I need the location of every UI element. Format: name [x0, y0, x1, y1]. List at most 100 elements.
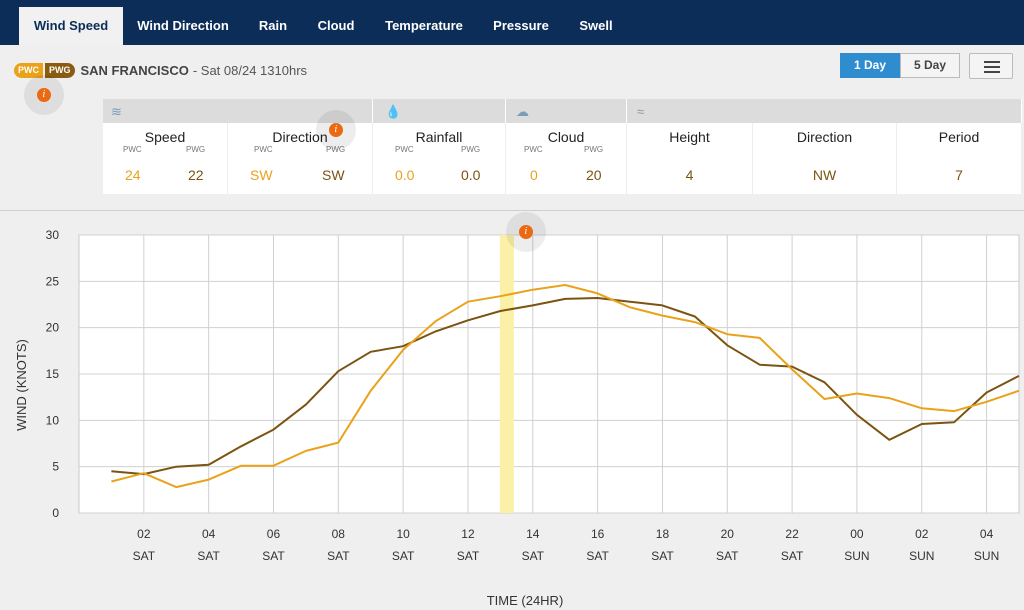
x-tick-day: SAT — [651, 549, 674, 563]
pwg-badge: PWG — [45, 62, 75, 78]
tab-temperature[interactable]: Temperature — [385, 18, 463, 33]
x-tick-hour: 10 — [396, 527, 410, 541]
info-icon[interactable]: i — [24, 75, 64, 115]
tab-cloud[interactable]: Cloud — [317, 18, 355, 33]
direction-sub-pwg: PWG — [326, 145, 346, 154]
x-axis-label: TIME (24HR) — [487, 593, 564, 608]
swell-direction-title: Direction — [796, 129, 853, 145]
wind-icon: ≋ — [111, 104, 122, 119]
y-axis-label: WIND (KNOTS) — [14, 339, 29, 431]
direction-title: Direction — [272, 129, 328, 145]
cloud-header: ☁ — [506, 99, 627, 123]
x-tick-hour: 14 — [526, 527, 540, 541]
speed-sub-pwc: PWC — [123, 145, 142, 154]
section-divider — [0, 210, 1024, 211]
wind-speed-chart: 0 5 10 15 20 25 30 02 SAT 04 SAT 06 SAT 08 SAT 10 SAT 12… — [14, 228, 1020, 608]
swell-header: ≈ — [627, 99, 1022, 123]
speed-pwc-value: 24 — [125, 167, 141, 183]
x-tick-hour: 06 — [267, 527, 281, 541]
summary-panel: ≋ 💧 ☁ ≈ Speed PWC PWG 24 22 Direction PW… — [103, 99, 1022, 196]
x-tick-day: SAT — [133, 549, 156, 563]
location-name: SAN FRANCISCO — [80, 62, 189, 78]
x-tick-day: SUN — [844, 549, 869, 563]
chart-info-icon[interactable]: i — [506, 212, 546, 252]
period-title: Period — [938, 129, 980, 145]
y-tick-label: 15 — [46, 367, 60, 381]
x-tick-day: SAT — [197, 549, 220, 563]
cloud-sub-pwg: PWG — [584, 145, 604, 154]
speed-title: Speed — [144, 129, 186, 145]
range-toggle: 1 Day 5 Day — [840, 53, 960, 78]
tab-wind-direction[interactable]: Wind Direction — [137, 18, 229, 33]
rainfall-sub-pwc: PWC — [395, 145, 414, 154]
x-tick-day: SAT — [327, 549, 350, 563]
period-value: 7 — [955, 167, 963, 183]
period-cell: Period 7 — [897, 123, 1022, 194]
x-tick-day: SAT — [781, 549, 804, 563]
rainfall-cell: Rainfall PWC PWG 0.0 0.0 — [373, 123, 506, 194]
x-axis-ticks: 02 SAT 04 SAT 06 SAT 08 SAT 10 SAT 12 SAT 14 SAT 16 SAT… — [133, 527, 1000, 563]
series-line-pwg — [111, 297, 1020, 476]
x-tick-day: SAT — [522, 549, 545, 563]
rainfall-pwg-value: 0.0 — [461, 167, 481, 183]
x-tick-day: SAT — [457, 549, 480, 563]
y-tick-label: 5 — [52, 460, 59, 474]
x-tick-day: SAT — [586, 549, 609, 563]
rainfall-title: Rainfall — [415, 129, 463, 145]
cloud-cell: Cloud PWC PWG 0 20 — [506, 123, 627, 194]
tab-rain[interactable]: Rain — [258, 18, 288, 33]
rain-header: 💧 — [373, 99, 506, 123]
rainfall-pwc-value: 0.0 — [395, 167, 415, 183]
wave-icon: ≈ — [637, 104, 645, 119]
x-tick-hour: 16 — [591, 527, 605, 541]
location-header: PWC PWG SAN FRANCISCO - Sat 08/24 1310hr… — [14, 60, 307, 80]
current-time-highlight — [499, 235, 514, 513]
cloud-icon: ☁ — [516, 104, 529, 119]
x-tick-hour: 04 — [980, 527, 994, 541]
x-tick-day: SAT — [392, 549, 415, 563]
raindrop-icon: 💧 — [385, 104, 402, 119]
five-day-button[interactable]: 5 Day — [900, 53, 960, 78]
y-tick-label: 25 — [46, 274, 60, 288]
x-tick-hour: 18 — [656, 527, 670, 541]
rainfall-sub-pwg: PWG — [461, 145, 481, 154]
speed-cell: Speed PWC PWG 24 22 — [103, 123, 228, 194]
wind-header: ≋ — [103, 99, 373, 123]
tab-wind-speed[interactable]: Wind Speed — [19, 7, 123, 45]
x-tick-hour: 20 — [721, 527, 735, 541]
cloud-title: Cloud — [547, 129, 585, 145]
y-tick-label: 30 — [46, 228, 60, 242]
tab-swell[interactable]: Swell — [579, 18, 613, 33]
swell-direction-value: NW — [812, 167, 837, 183]
speed-sub-pwg: PWG — [186, 145, 206, 154]
one-day-button[interactable]: 1 Day — [840, 53, 900, 78]
x-tick-hour: 12 — [461, 527, 475, 541]
tab-pressure[interactable]: Pressure — [493, 18, 549, 33]
cloud-pwc-value: 0 — [530, 167, 538, 183]
pwc-badge: PWC — [14, 62, 43, 78]
height-title: Height — [669, 129, 710, 145]
x-tick-day: SUN — [974, 549, 999, 563]
x-tick-day: SUN — [909, 549, 934, 563]
x-tick-hour: 08 — [332, 527, 346, 541]
y-tick-label: 20 — [46, 321, 60, 335]
top-nav: Wind Speed Wind Direction Rain Cloud Tem… — [0, 0, 1024, 45]
series-line-pwc — [111, 284, 1020, 489]
swell-direction-cell: Direction NW — [753, 123, 897, 194]
x-tick-day: SAT — [716, 549, 739, 563]
height-cell: Height 4 — [627, 123, 753, 194]
x-tick-hour: 00 — [850, 527, 864, 541]
direction-cell: Direction PWC PWG SW SW — [228, 123, 373, 194]
location-date: - Sat 08/24 1310hrs — [192, 62, 308, 78]
x-tick-day: SAT — [262, 549, 285, 563]
cloud-sub-pwc: PWC — [524, 145, 543, 154]
chart-series — [111, 284, 1020, 489]
x-tick-hour: 02 — [137, 527, 151, 541]
cloud-pwg-value: 20 — [586, 167, 602, 183]
direction-info-icon[interactable]: i — [316, 110, 356, 150]
chart-grid — [78, 234, 1020, 514]
y-tick-label: 0 — [52, 506, 59, 520]
hamburger-icon[interactable] — [969, 53, 1013, 79]
speed-pwg-value: 22 — [188, 167, 204, 183]
x-tick-hour: 02 — [915, 527, 929, 541]
